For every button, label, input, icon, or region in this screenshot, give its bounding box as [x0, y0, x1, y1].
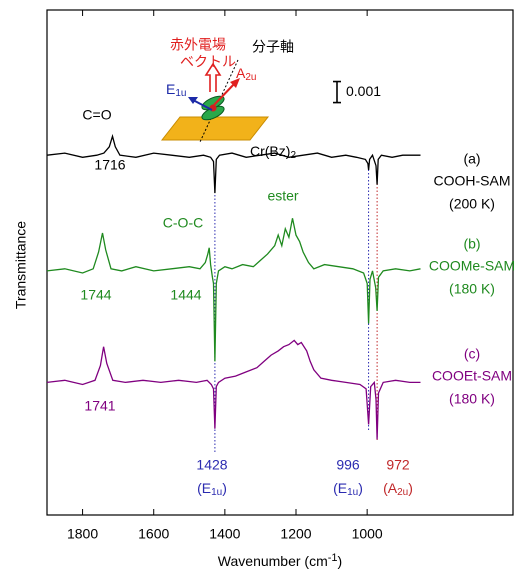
x-axis-title: Wavenumber (cm-1): [218, 552, 342, 569]
spectrum-line: [46, 133, 421, 194]
field-arrow: [204, 62, 222, 92]
series-name: COOEt-SAM: [432, 368, 512, 384]
peak-label-part: (E: [333, 480, 347, 496]
peak-label: 1741: [84, 398, 115, 414]
x-axis-title-part: -1: [328, 552, 338, 564]
inset-e1u-label: E1u: [166, 81, 186, 99]
substrate: [160, 116, 270, 141]
inset-molecule-label-part: Cr(Bz): [250, 143, 290, 159]
series-condition: (180 K): [449, 391, 495, 407]
scale-bar-label: 0.001: [346, 83, 381, 99]
peak-label: 1444: [170, 287, 201, 303]
a2u-arrowhead: [230, 78, 240, 88]
inset-a2u-label-part: 2u: [245, 72, 256, 83]
inset-field-label: ベクトル: [180, 54, 236, 70]
peak-label: (A2u): [383, 480, 413, 498]
series-name: COOMe-SAM: [429, 258, 515, 274]
peak-label: (E1u): [197, 480, 227, 498]
peak-label: 1716: [94, 157, 125, 173]
y-axis-title: Transmittance: [13, 221, 29, 309]
series-tag: (b): [463, 236, 480, 252]
series-condition: (200 K): [449, 196, 495, 212]
x-axis-title-part: Wavenumber (cm: [218, 553, 328, 569]
peak-label: 972: [386, 457, 410, 473]
spectrum-line: [46, 218, 421, 362]
inset-axis-label: 分子軸: [252, 39, 294, 55]
x-tick-label: 1800: [67, 526, 98, 542]
peak-label-part: 1u: [211, 487, 222, 498]
x-tick-label: 1400: [209, 526, 240, 542]
series-name: COOH-SAM: [434, 173, 511, 189]
series-tag: (a): [463, 151, 480, 167]
x-tick-label: 1000: [352, 526, 383, 542]
peak-label-part: (E: [197, 480, 211, 496]
inset-e1u-label-part: 1u: [175, 88, 186, 99]
peak-label: C=O: [82, 107, 111, 123]
series-tag: (c): [464, 346, 480, 362]
peak-label: 1428: [196, 457, 227, 473]
plot-frame: [46, 9, 514, 516]
spectrum-line: [46, 339, 421, 440]
peak-label: 1744: [80, 287, 111, 303]
inset-a2u-label-part: A: [236, 65, 246, 81]
x-tick-label: 1600: [138, 526, 169, 542]
x-tick-label: 1200: [280, 526, 311, 542]
inset-diagram: [160, 59, 270, 143]
peak-label-part: ): [222, 480, 227, 496]
peak-label: ester: [267, 188, 298, 204]
a2u-arrow: [213, 81, 237, 106]
e1u-arrowhead: [188, 97, 198, 104]
series-condition: (180 K): [449, 281, 495, 297]
peak-label: 996: [336, 457, 360, 473]
peak-label-part: ): [358, 480, 363, 496]
inset-field-label: 赤外電場: [170, 37, 226, 53]
cr-atom: [209, 104, 217, 112]
x-axis-title-part: ): [338, 553, 343, 569]
peak-label-part: ): [408, 480, 413, 496]
inset-a2u-label: A2u: [236, 65, 256, 83]
peak-label-part: 2u: [397, 487, 408, 498]
inset-e1u-label-part: E: [166, 81, 175, 97]
inset-molecule-label: Cr(Bz)2: [250, 143, 296, 161]
peak-label-part: 1u: [347, 487, 358, 498]
inset-molecule-label-part: 2: [290, 150, 296, 161]
peak-label-part: (A: [383, 480, 398, 496]
e1u-arrow: [192, 99, 213, 111]
peak-label: C-O-C: [163, 215, 203, 231]
peak-label: (E1u): [333, 480, 363, 498]
